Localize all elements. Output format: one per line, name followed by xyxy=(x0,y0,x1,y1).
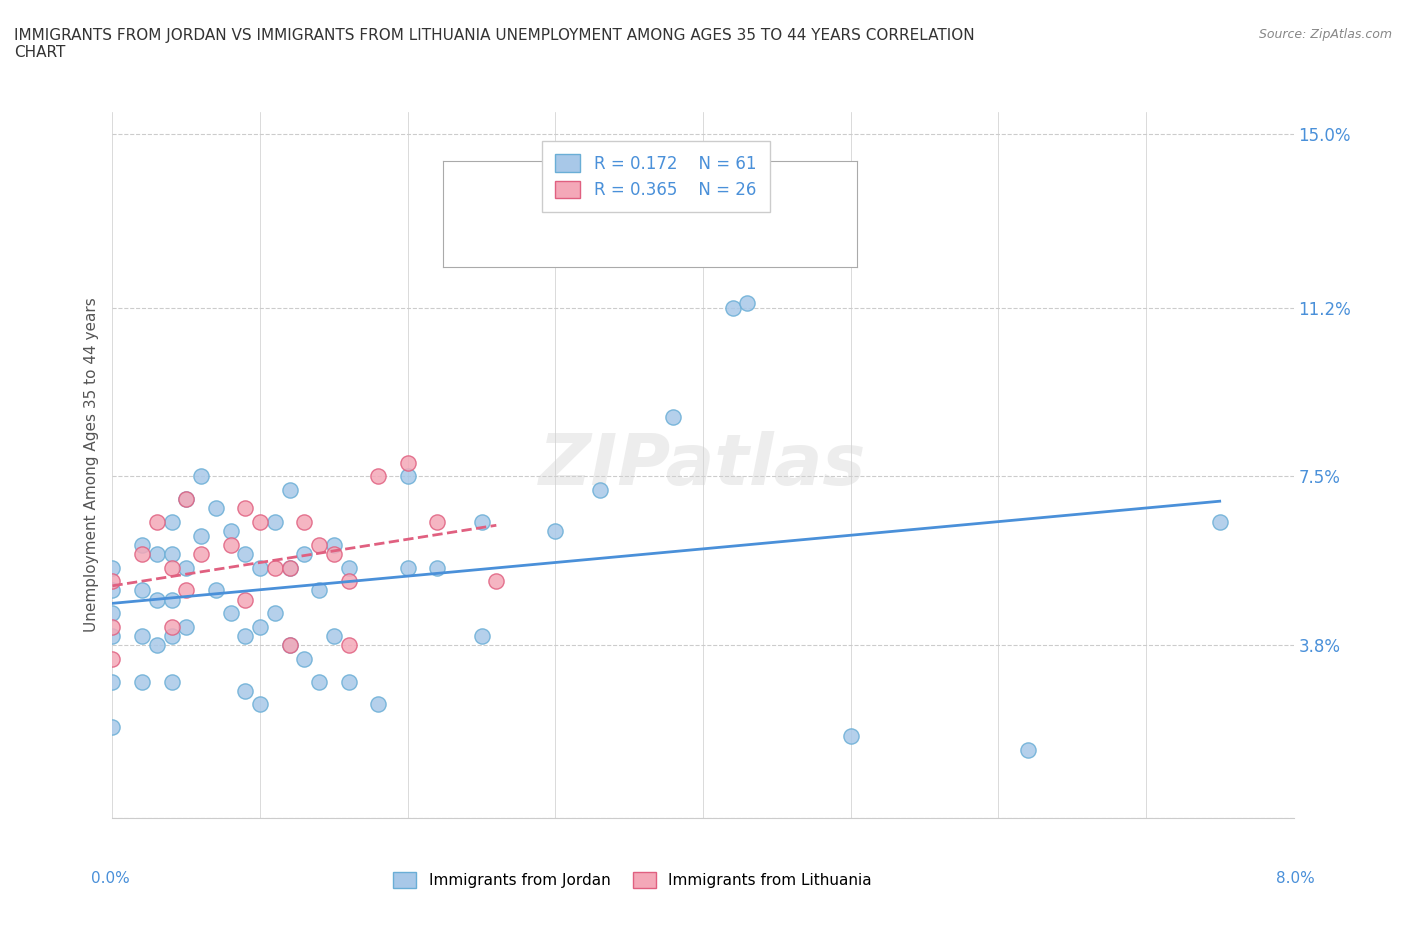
Immigrants from Jordan xyxy=(278,638,301,653)
Immigrants from Jordan xyxy=(233,629,256,644)
Text: 8.0%: 8.0% xyxy=(1275,871,1315,886)
Immigrants from Jordan xyxy=(337,560,360,575)
Immigrants from Jordan xyxy=(588,483,610,498)
Immigrants from Lithuania xyxy=(101,574,124,589)
Immigrants from Jordan xyxy=(101,674,124,689)
Immigrants from Jordan xyxy=(396,560,419,575)
Immigrants from Jordan xyxy=(233,547,256,562)
Text: 0.0%: 0.0% xyxy=(91,871,131,886)
Immigrants from Jordan xyxy=(131,674,153,689)
Y-axis label: Unemployment Among Ages 35 to 44 years: Unemployment Among Ages 35 to 44 years xyxy=(83,298,98,632)
Immigrants from Lithuania xyxy=(337,574,360,589)
Text: IMMIGRANTS FROM JORDAN VS IMMIGRANTS FROM LITHUANIA UNEMPLOYMENT AMONG AGES 35 T: IMMIGRANTS FROM JORDAN VS IMMIGRANTS FRO… xyxy=(14,28,974,60)
Immigrants from Jordan xyxy=(101,629,124,644)
Immigrants from Jordan xyxy=(146,547,169,562)
Immigrants from Lithuania xyxy=(233,501,256,516)
Immigrants from Jordan xyxy=(264,605,287,620)
Immigrants from Jordan xyxy=(278,483,301,498)
Immigrants from Lithuania xyxy=(308,538,330,552)
Immigrants from Lithuania xyxy=(367,469,389,484)
Immigrants from Jordan xyxy=(160,674,183,689)
Immigrants from Jordan xyxy=(205,501,228,516)
Immigrants from Jordan xyxy=(131,629,153,644)
Immigrants from Jordan xyxy=(471,514,494,529)
Immigrants from Jordan xyxy=(233,684,256,698)
Immigrants from Jordan xyxy=(1017,742,1039,757)
Text: ZIPatlas: ZIPatlas xyxy=(540,431,866,499)
Immigrants from Jordan xyxy=(278,560,301,575)
Immigrants from Lithuania xyxy=(174,583,197,598)
Immigrants from Lithuania xyxy=(233,592,256,607)
Immigrants from Jordan xyxy=(146,592,169,607)
Immigrants from Jordan xyxy=(367,697,389,711)
Immigrants from Jordan xyxy=(292,547,315,562)
Legend: R = 0.172    N = 61, R = 0.365    N = 26: R = 0.172 N = 61, R = 0.365 N = 26 xyxy=(541,141,769,212)
Immigrants from Jordan xyxy=(323,538,346,552)
Immigrants from Jordan xyxy=(205,583,228,598)
Immigrants from Lithuania xyxy=(219,538,242,552)
Immigrants from Lithuania xyxy=(101,619,124,634)
Immigrants from Jordan xyxy=(721,300,744,315)
Immigrants from Jordan xyxy=(219,605,242,620)
Immigrants from Jordan xyxy=(174,492,197,507)
Immigrants from Lithuania xyxy=(396,456,419,471)
Immigrants from Lithuania xyxy=(160,619,183,634)
Immigrants from Jordan xyxy=(219,524,242,538)
Immigrants from Jordan xyxy=(160,547,183,562)
Immigrants from Lithuania xyxy=(264,560,287,575)
Immigrants from Jordan xyxy=(101,720,124,735)
Immigrants from Lithuania xyxy=(278,638,301,653)
Immigrants from Jordan xyxy=(308,674,330,689)
Immigrants from Jordan xyxy=(249,697,271,711)
Immigrants from Jordan xyxy=(662,410,685,425)
Immigrants from Lithuania xyxy=(426,514,449,529)
Immigrants from Lithuania xyxy=(323,547,346,562)
Immigrants from Jordan xyxy=(544,524,567,538)
Immigrants from Lithuania xyxy=(160,560,183,575)
Immigrants from Lithuania xyxy=(292,514,315,529)
Immigrants from Jordan xyxy=(249,560,271,575)
Immigrants from Lithuania xyxy=(337,638,360,653)
Immigrants from Jordan xyxy=(308,583,330,598)
Immigrants from Lithuania xyxy=(190,547,212,562)
Immigrants from Lithuania xyxy=(249,514,271,529)
Immigrants from Lithuania xyxy=(278,560,301,575)
Immigrants from Lithuania xyxy=(174,492,197,507)
Text: Source: ZipAtlas.com: Source: ZipAtlas.com xyxy=(1258,28,1392,41)
Immigrants from Jordan xyxy=(839,729,862,744)
Immigrants from Jordan xyxy=(174,619,197,634)
Immigrants from Jordan xyxy=(146,638,169,653)
Immigrants from Jordan xyxy=(471,629,494,644)
Immigrants from Jordan xyxy=(737,296,759,311)
Immigrants from Jordan xyxy=(160,514,183,529)
Immigrants from Jordan xyxy=(323,629,346,644)
Immigrants from Jordan xyxy=(292,651,315,666)
Immigrants from Lithuania xyxy=(485,574,508,589)
Immigrants from Jordan xyxy=(101,560,124,575)
Immigrants from Lithuania xyxy=(131,547,153,562)
Immigrants from Jordan xyxy=(190,528,212,543)
Immigrants from Jordan xyxy=(249,619,271,634)
Immigrants from Jordan xyxy=(264,514,287,529)
Immigrants from Jordan xyxy=(160,592,183,607)
Immigrants from Jordan xyxy=(426,560,449,575)
Immigrants from Jordan xyxy=(131,583,153,598)
Immigrants from Jordan xyxy=(174,560,197,575)
Legend: Immigrants from Jordan, Immigrants from Lithuania: Immigrants from Jordan, Immigrants from … xyxy=(387,866,879,895)
Immigrants from Jordan xyxy=(396,469,419,484)
Immigrants from Jordan xyxy=(101,583,124,598)
Immigrants from Jordan xyxy=(190,469,212,484)
Immigrants from Jordan xyxy=(101,605,124,620)
Immigrants from Jordan xyxy=(337,674,360,689)
Immigrants from Lithuania xyxy=(146,514,169,529)
Immigrants from Jordan xyxy=(160,629,183,644)
Immigrants from Lithuania xyxy=(101,651,124,666)
Immigrants from Jordan xyxy=(131,538,153,552)
Immigrants from Jordan xyxy=(1208,514,1232,529)
